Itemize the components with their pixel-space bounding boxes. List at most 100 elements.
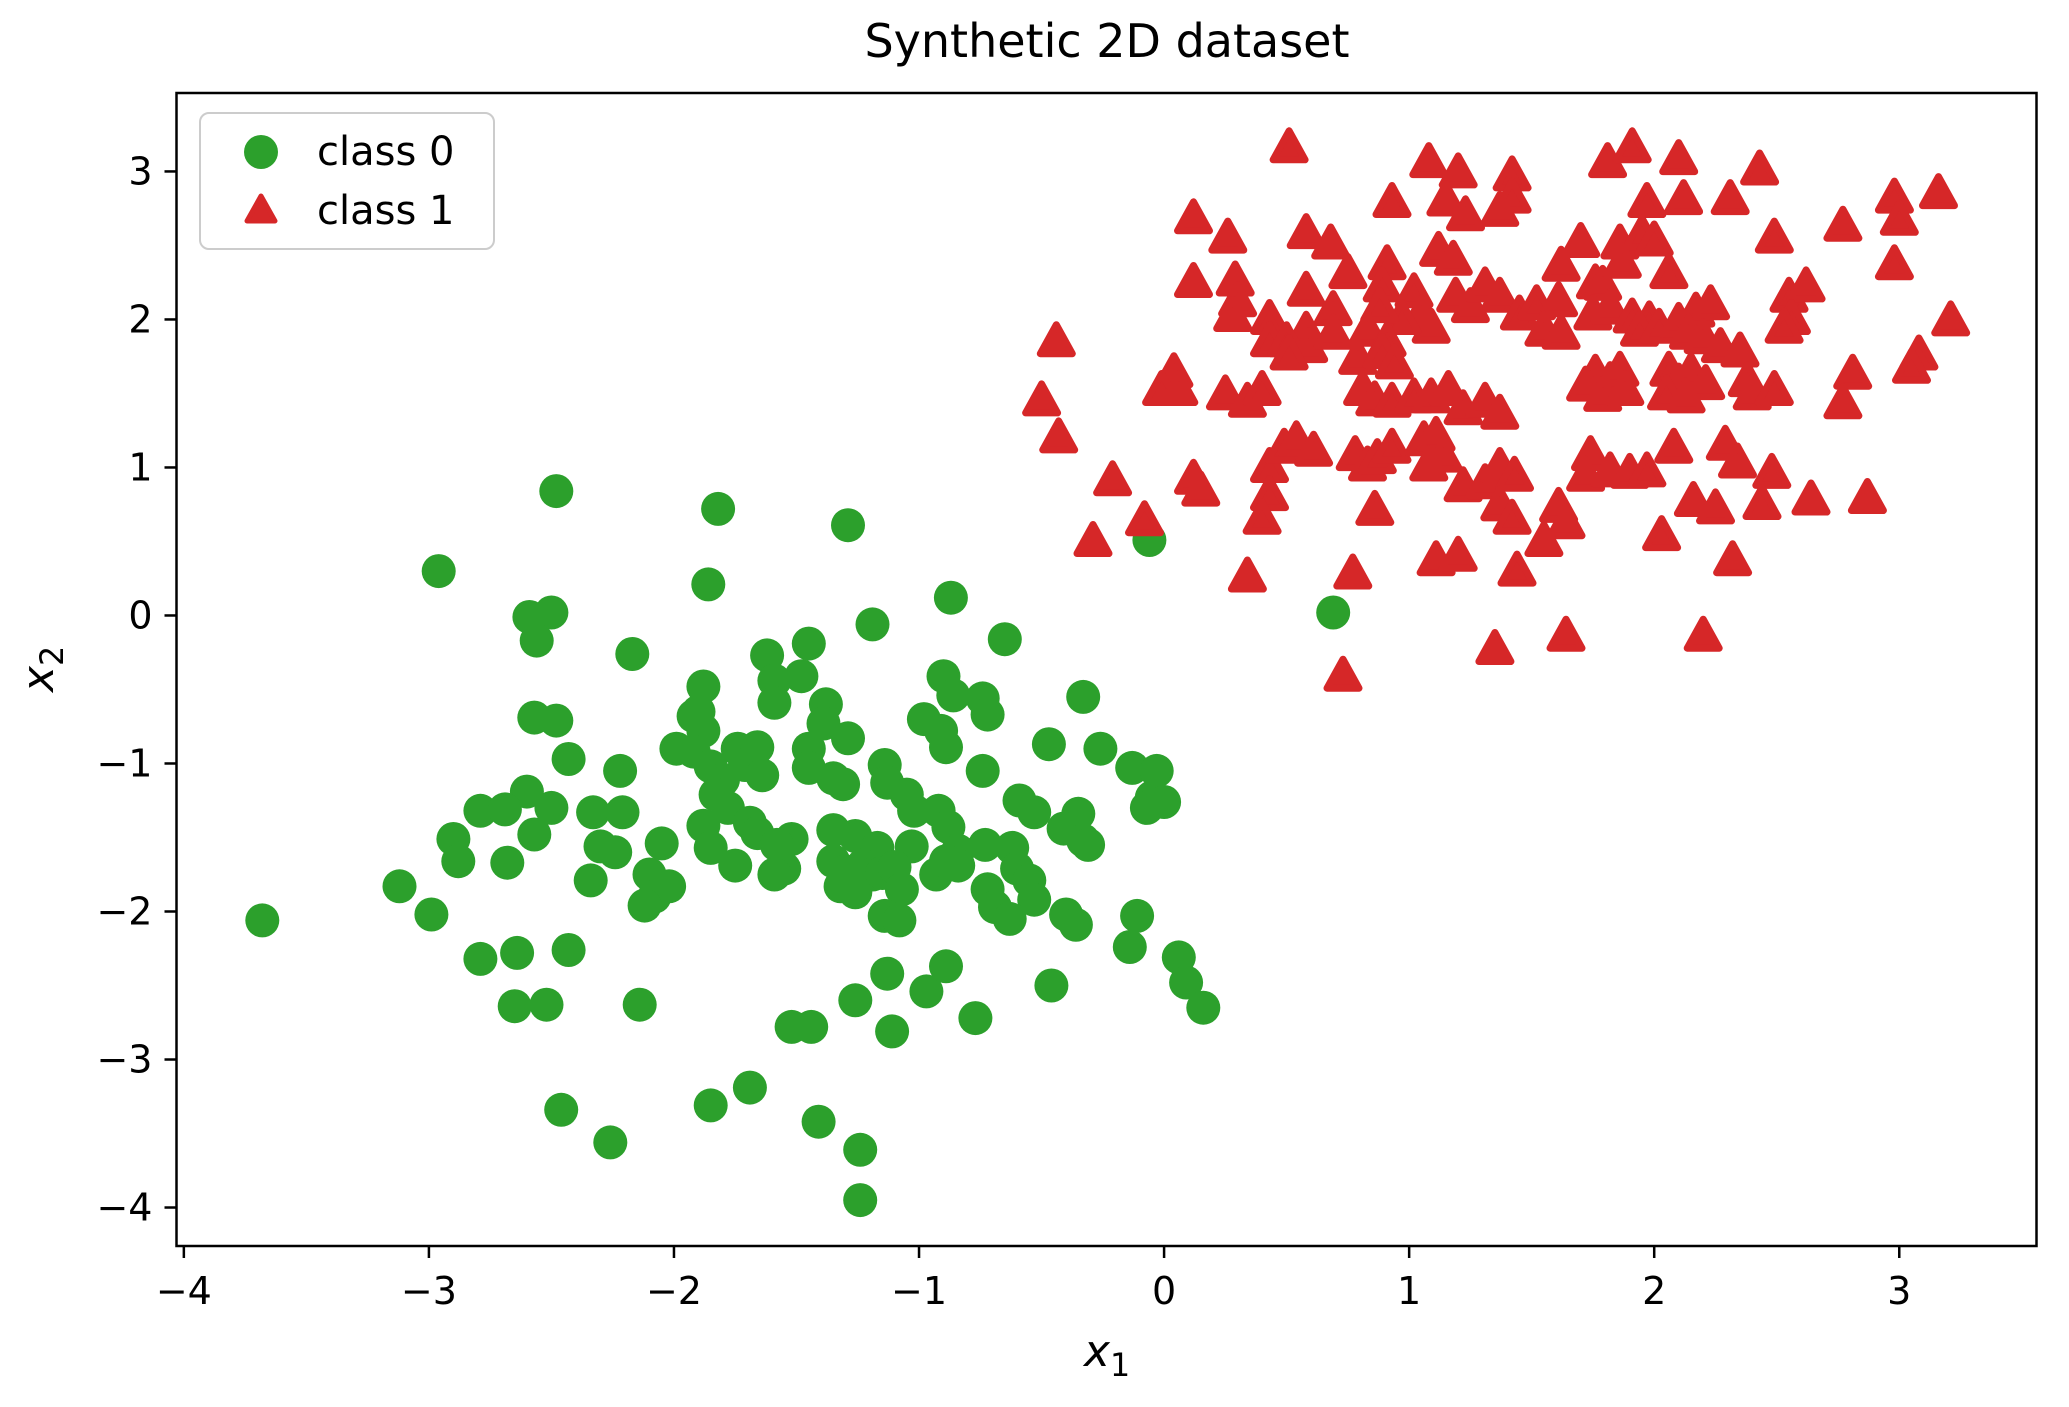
data-point-class1 [1710, 179, 1750, 216]
data-point-class1 [1823, 205, 1863, 242]
data-point-class1 [1409, 142, 1449, 179]
data-point-class0 [784, 659, 819, 694]
data-point-class0 [627, 888, 662, 923]
data-point-class0 [605, 795, 640, 830]
data-point-class0 [855, 607, 890, 642]
data-point-class0 [693, 830, 728, 865]
data-point-class1 [1311, 223, 1351, 260]
data-point-class0 [826, 767, 861, 802]
legend-label-class1: class 1 [317, 187, 455, 234]
legend-item-class0: class 0 [235, 128, 485, 176]
data-point-class1 [1213, 296, 1253, 332]
data-point-class1 [1497, 550, 1537, 587]
data-point-class1 [1374, 343, 1414, 380]
data-point-class0 [1316, 595, 1351, 630]
data-point-class1 [1426, 180, 1466, 217]
data-point-class0 [644, 826, 679, 861]
data-point-class1 [1159, 370, 1199, 406]
y-axis-label: x2 [13, 646, 71, 692]
data-point-class1 [1823, 383, 1863, 420]
data-point-class0 [487, 792, 522, 827]
data-point-class0 [497, 989, 532, 1024]
data-point-class1 [1590, 288, 1630, 325]
data-point-class1 [1372, 182, 1412, 218]
data-point-class1 [1409, 445, 1449, 482]
data-point-class0 [1083, 731, 1118, 766]
data-point-class0 [598, 835, 633, 870]
y-tick-labels: 3 2 1 0 −1 −2 −3 −4 [96, 149, 152, 1229]
data-point-class1 [1446, 195, 1485, 232]
data-point-class0 [929, 949, 963, 984]
y-tick-label: 2 [128, 297, 152, 341]
data-point-class0 [1112, 930, 1147, 964]
data-point-class1 [1683, 615, 1723, 652]
data-point-class0 [958, 1001, 993, 1036]
data-point-class1 [1524, 521, 1564, 557]
data-point-class1 [1125, 500, 1164, 537]
y-tick-label: 3 [128, 149, 152, 193]
y-axis-label-base: x [13, 666, 65, 693]
data-point-class0 [884, 872, 919, 907]
series-class-0 [245, 474, 1351, 1218]
data-point-class0 [539, 474, 574, 509]
data-point-class1 [1294, 430, 1334, 467]
y-tick-label: 1 [128, 445, 152, 489]
data-point-class0 [576, 795, 611, 830]
data-point-class0 [757, 857, 792, 892]
data-point-class0 [615, 637, 650, 671]
data-point-class0 [1169, 965, 1204, 1000]
data-point-class1 [1666, 377, 1706, 414]
data-point-class1 [1546, 615, 1586, 652]
circle-marker-icon [244, 134, 278, 169]
data-point-class0 [652, 869, 687, 904]
data-point-class1 [1740, 149, 1780, 186]
y-tick-label: −2 [96, 889, 152, 933]
data-point-class1 [1546, 503, 1586, 540]
data-point-class0 [676, 699, 711, 734]
data-point-class1 [1931, 300, 1971, 337]
data-point-class1 [1174, 262, 1213, 298]
data-point-class1 [1605, 370, 1645, 406]
data-point-class1 [1480, 276, 1520, 313]
data-point-class0 [838, 983, 873, 1018]
data-point-class1 [1874, 244, 1914, 281]
data-point-class0 [794, 1009, 829, 1044]
x-axis [182, 1246, 1901, 1258]
data-point-class1 [1696, 488, 1735, 525]
data-point-class1 [1659, 139, 1699, 176]
data-point-class0 [757, 685, 792, 720]
data-point-class1 [1786, 266, 1826, 303]
data-point-class0 [732, 1070, 767, 1105]
axes-spines [175, 91, 2038, 1248]
x-tick-labels: −4 −3 −2 −1 0 1 2 3 [156, 1269, 1912, 1313]
data-point-class0 [1034, 968, 1069, 1003]
data-point-class0 [941, 848, 976, 883]
data-point-class0 [245, 903, 280, 938]
data-point-class1 [1791, 479, 1831, 516]
y-axis-label-subscript: 2 [34, 645, 71, 667]
data-point-class0 [1058, 907, 1093, 942]
data-point-class0 [1017, 882, 1052, 917]
data-point-class1 [1480, 393, 1520, 430]
data-point-class1 [1286, 213, 1326, 250]
data-point-class1 [1355, 489, 1395, 526]
data-point-class1 [1664, 179, 1704, 216]
data-point-class0 [831, 721, 865, 756]
data-point-class1 [1411, 307, 1451, 344]
data-point-class0 [897, 793, 932, 828]
data-point-class0 [551, 933, 586, 967]
data-point-class1 [1174, 198, 1213, 235]
data-point-class0 [691, 567, 726, 602]
data-point-class0 [490, 845, 525, 880]
data-point-class1 [1602, 242, 1642, 279]
data-point-class1 [1480, 190, 1520, 227]
data-point-class0 [875, 1014, 910, 1049]
data-point-class0 [1066, 679, 1101, 714]
x-tick-label: 2 [1642, 1269, 1666, 1313]
data-point-class1 [1438, 535, 1478, 572]
data-point-class1 [1438, 152, 1478, 189]
data-point-class1 [1372, 427, 1412, 464]
data-point-class1 [1847, 478, 1887, 514]
data-point-class0 [806, 706, 841, 741]
data-point-class1 [1323, 655, 1363, 692]
